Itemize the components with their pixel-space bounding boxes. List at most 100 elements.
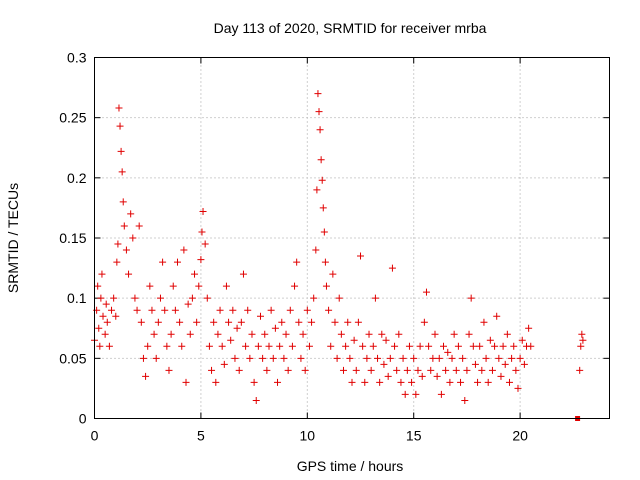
data-point xyxy=(315,108,323,116)
data-point-plus xyxy=(293,258,301,266)
data-point xyxy=(461,396,469,404)
data-point xyxy=(495,354,503,362)
data-point-plus xyxy=(467,294,475,302)
data-point-plus xyxy=(484,378,492,386)
data-point-plus xyxy=(212,378,220,386)
data-point-plus xyxy=(427,366,435,374)
data-point xyxy=(212,378,220,386)
data-point-plus xyxy=(357,252,365,260)
data-point-plus xyxy=(208,366,216,374)
data-point-plus xyxy=(416,342,424,350)
y-tick-label: 0.05 xyxy=(59,350,86,366)
data-point xyxy=(291,282,299,290)
x-axis-label: GPS time / hours xyxy=(297,458,404,474)
data-point-plus xyxy=(269,354,277,362)
data-point xyxy=(452,366,460,374)
data-point xyxy=(478,366,486,374)
data-point-plus xyxy=(276,342,284,350)
data-point-plus xyxy=(382,336,390,344)
data-point-plus xyxy=(101,330,109,338)
data-point xyxy=(267,306,275,314)
data-point xyxy=(342,342,350,350)
data-point xyxy=(488,366,496,374)
data-point xyxy=(512,366,520,374)
data-point-plus xyxy=(446,378,454,386)
y-tick-label: 0 xyxy=(79,411,87,427)
data-point xyxy=(365,330,373,338)
data-point-plus xyxy=(119,198,127,206)
data-point xyxy=(218,342,226,350)
data-point xyxy=(391,342,399,350)
data-point xyxy=(357,252,365,260)
data-point-plus xyxy=(250,378,258,386)
data-point-plus xyxy=(318,176,326,184)
data-point xyxy=(171,306,179,314)
data-point-plus xyxy=(308,318,316,326)
data-point-plus xyxy=(218,342,226,350)
data-point xyxy=(244,306,252,314)
data-point xyxy=(578,330,586,338)
data-point-plus xyxy=(422,288,430,296)
data-point-plus xyxy=(214,330,222,338)
data-point xyxy=(120,222,128,230)
data-point-plus xyxy=(129,234,137,242)
data-point xyxy=(440,342,448,350)
data-point xyxy=(525,324,533,332)
data-point xyxy=(261,330,269,338)
data-point xyxy=(339,366,347,374)
data-point xyxy=(112,312,120,320)
data-point-plus xyxy=(386,354,394,362)
data-point-plus xyxy=(435,354,443,362)
data-point-plus xyxy=(156,294,164,302)
data-point xyxy=(105,342,113,350)
data-point-plus xyxy=(182,378,190,386)
data-point xyxy=(225,318,233,326)
data-point xyxy=(431,330,439,338)
data-point-plus xyxy=(299,330,307,338)
data-point-plus xyxy=(165,366,173,374)
data-point xyxy=(276,342,284,350)
data-point-plus xyxy=(463,366,471,374)
data-point-plus xyxy=(335,294,343,302)
data-point xyxy=(184,300,192,308)
data-point xyxy=(321,258,329,266)
data-point xyxy=(278,318,286,326)
data-point xyxy=(295,318,303,326)
data-point xyxy=(314,90,322,98)
data-point xyxy=(297,354,305,362)
data-point xyxy=(195,282,203,290)
data-point xyxy=(96,342,104,350)
data-point xyxy=(448,354,456,362)
data-point xyxy=(350,336,358,344)
data-point xyxy=(152,354,160,362)
data-point-plus xyxy=(248,330,256,338)
data-point-plus xyxy=(431,330,439,338)
axis-ticks: 0 0.05 0.1 0.15 0.2 0.25 0.3 0 5 10 15 20 xyxy=(59,50,610,444)
data-point-plus xyxy=(321,258,329,266)
data-point xyxy=(410,354,418,362)
data-point xyxy=(310,294,318,302)
data-point-plus xyxy=(348,378,356,386)
data-point-plus xyxy=(244,306,252,314)
data-point-plus xyxy=(374,354,382,362)
data-point-plus xyxy=(450,330,458,338)
data-point xyxy=(408,378,416,386)
data-point-plus xyxy=(371,294,379,302)
data-point-plus xyxy=(188,294,196,302)
data-point xyxy=(333,354,341,362)
data-point xyxy=(210,318,218,326)
data-point-plus xyxy=(113,258,121,266)
data-point-plus xyxy=(405,342,413,350)
data-point-plus xyxy=(227,336,235,344)
data-point xyxy=(486,336,494,344)
data-point-plus xyxy=(184,300,192,308)
data-point-plus xyxy=(169,282,177,290)
data-point xyxy=(317,156,325,164)
data-point-plus xyxy=(412,390,420,398)
data-point xyxy=(165,366,173,374)
data-point-plus xyxy=(418,372,426,380)
data-point xyxy=(237,318,245,326)
data-point xyxy=(116,122,124,130)
data-point-plus xyxy=(408,378,416,386)
data-point-plus xyxy=(478,366,486,374)
